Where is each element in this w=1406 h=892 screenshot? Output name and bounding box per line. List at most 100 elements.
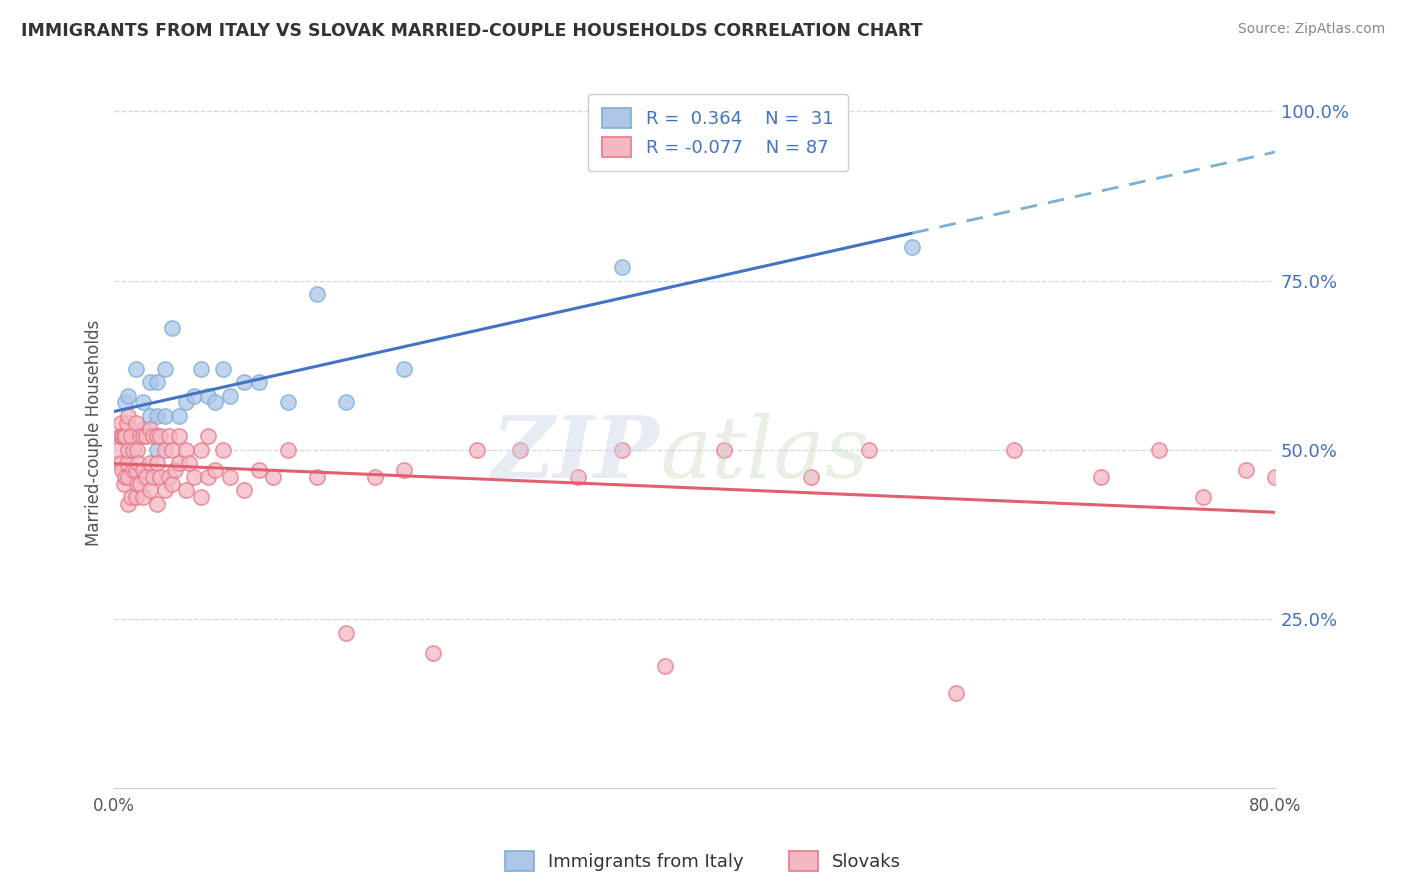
Point (305, 287, 328, 301)
Point (654, 659, 676, 673)
Point (114, 470, 136, 484)
Point (167, 409, 190, 423)
Point (197, 470, 219, 484)
Point (190, 490, 212, 504)
Point (176, 442, 198, 457)
Point (1264, 470, 1286, 484)
Point (121, 442, 143, 457)
Point (132, 422, 155, 436)
Point (112, 476, 135, 491)
Point (610, 442, 633, 457)
Point (1234, 463, 1257, 477)
Point (110, 416, 132, 430)
Point (219, 470, 242, 484)
Point (146, 429, 169, 443)
Point (111, 429, 134, 443)
Point (247, 375, 270, 389)
Point (305, 470, 328, 484)
Point (121, 463, 143, 477)
Point (142, 470, 165, 484)
Point (132, 463, 155, 477)
Point (124, 361, 146, 376)
Point (110, 429, 132, 443)
Text: atlas: atlas (659, 413, 869, 495)
Text: IMMIGRANTS FROM ITALY VS SLOVAK MARRIED-COUPLE HOUSEHOLDS CORRELATION CHART: IMMIGRANTS FROM ITALY VS SLOVAK MARRIED-… (21, 22, 922, 40)
Point (190, 361, 212, 376)
Point (183, 470, 205, 484)
Point (335, 625, 357, 640)
Point (112, 429, 135, 443)
Point (277, 442, 299, 457)
Point (160, 476, 183, 491)
Point (128, 476, 150, 491)
Point (146, 375, 169, 389)
Point (858, 442, 880, 457)
Point (108, 429, 131, 443)
Point (157, 429, 180, 443)
Text: Source: ZipAtlas.com: Source: ZipAtlas.com (1237, 22, 1385, 37)
Point (233, 483, 256, 498)
Point (149, 470, 172, 484)
Legend: R =  0.364    N =  31, R = -0.077    N = 87: R = 0.364 N = 31, R = -0.077 N = 87 (588, 94, 848, 171)
Point (567, 470, 589, 484)
Point (422, 646, 444, 660)
Point (132, 429, 155, 443)
Point (1090, 470, 1112, 484)
Point (176, 395, 198, 409)
Point (132, 490, 155, 504)
Point (153, 361, 176, 376)
Point (211, 442, 233, 457)
Point (142, 429, 165, 443)
Point (149, 429, 172, 443)
Point (713, 442, 735, 457)
Point (247, 463, 270, 477)
Point (167, 429, 190, 443)
Point (139, 483, 162, 498)
Point (127, 456, 149, 470)
Point (117, 388, 139, 402)
Point (117, 442, 139, 457)
Point (157, 470, 180, 484)
Point (183, 388, 205, 402)
Point (120, 429, 142, 443)
Point (114, 429, 136, 443)
Point (160, 442, 183, 457)
Point (153, 442, 176, 457)
Point (124, 416, 146, 430)
Point (115, 416, 138, 430)
Point (163, 463, 186, 477)
Legend: Immigrants from Italy, Slovaks: Immigrants from Italy, Slovaks (498, 844, 908, 879)
Point (114, 395, 136, 409)
Point (146, 409, 169, 423)
Point (139, 422, 162, 436)
Point (160, 321, 183, 335)
Point (139, 375, 162, 389)
Point (139, 409, 162, 423)
Point (190, 442, 212, 457)
Point (204, 395, 226, 409)
Point (117, 409, 139, 423)
Point (335, 395, 357, 409)
Point (124, 463, 146, 477)
Point (197, 429, 219, 443)
Point (1191, 490, 1213, 504)
Point (945, 686, 967, 700)
Point (139, 456, 162, 470)
Point (153, 409, 176, 423)
Point (167, 456, 190, 470)
Point (364, 470, 387, 484)
Point (153, 483, 176, 498)
Point (197, 388, 219, 402)
Point (125, 476, 148, 491)
Point (392, 463, 415, 477)
Point (111, 463, 134, 477)
Point (146, 497, 169, 511)
Point (465, 442, 488, 457)
Point (117, 470, 139, 484)
Point (107, 442, 129, 457)
Point (176, 483, 198, 498)
Point (132, 395, 155, 409)
Point (110, 456, 132, 470)
Point (179, 456, 201, 470)
Point (392, 361, 415, 376)
